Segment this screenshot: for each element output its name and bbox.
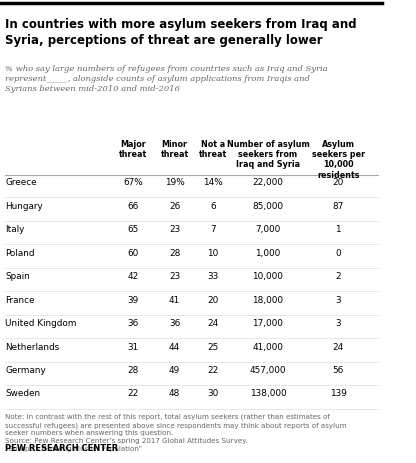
Text: Netherlands: Netherlands <box>5 342 59 351</box>
Text: 31: 31 <box>127 342 139 351</box>
Text: 60: 60 <box>127 248 139 257</box>
Text: 42: 42 <box>127 271 139 281</box>
Text: 87: 87 <box>333 201 344 210</box>
Text: 48: 48 <box>169 388 180 398</box>
Text: 19%: 19% <box>165 178 185 187</box>
Text: 7: 7 <box>210 225 215 234</box>
Text: 17,000: 17,000 <box>253 319 283 327</box>
Text: 30: 30 <box>207 388 218 398</box>
Text: 6: 6 <box>210 201 215 210</box>
Text: Major
threat: Major threat <box>119 139 147 158</box>
Text: In countries with more asylum seekers from Iraq and
Syria, perceptions of threat: In countries with more asylum seekers fr… <box>5 18 357 46</box>
Text: 28: 28 <box>127 365 139 374</box>
Text: Note: In contrast with the rest of this report, total asylum seekers (rather tha: Note: In contrast with the rest of this … <box>5 413 347 451</box>
Text: Hungary: Hungary <box>5 201 43 210</box>
Text: 26: 26 <box>169 201 180 210</box>
Text: Germany: Germany <box>5 365 46 374</box>
Text: 22,000: 22,000 <box>253 178 283 187</box>
Text: 0: 0 <box>336 248 341 257</box>
Text: 23: 23 <box>169 271 180 281</box>
Text: 138,000: 138,000 <box>250 388 286 398</box>
Text: 56: 56 <box>333 365 344 374</box>
Text: 36: 36 <box>169 319 180 327</box>
Text: Sweden: Sweden <box>5 388 40 398</box>
Text: 33: 33 <box>207 271 218 281</box>
Text: Not a
threat: Not a threat <box>198 139 227 158</box>
Text: Spain: Spain <box>5 271 30 281</box>
Text: % who say large numbers of refugees from countries such as Iraq and Syria
repres: % who say large numbers of refugees from… <box>5 65 328 93</box>
Text: 1: 1 <box>336 225 341 234</box>
Text: 67%: 67% <box>123 178 143 187</box>
Text: 41: 41 <box>169 295 180 304</box>
Text: Number of asylum
seekers from
Iraq and Syria: Number of asylum seekers from Iraq and S… <box>227 139 310 169</box>
Text: 3: 3 <box>336 319 341 327</box>
Text: 24: 24 <box>207 319 218 327</box>
Text: France: France <box>5 295 35 304</box>
Text: 41,000: 41,000 <box>253 342 283 351</box>
Text: 1,000: 1,000 <box>255 248 280 257</box>
Text: Italy: Italy <box>5 225 25 234</box>
Text: 85,000: 85,000 <box>253 201 283 210</box>
Text: 139: 139 <box>330 388 347 398</box>
Text: 65: 65 <box>127 225 139 234</box>
Text: 22: 22 <box>207 365 218 374</box>
Text: Poland: Poland <box>5 248 35 257</box>
Text: 10: 10 <box>207 248 218 257</box>
Text: 24: 24 <box>333 342 344 351</box>
Text: 14%: 14% <box>203 178 223 187</box>
Text: Minor
threat: Minor threat <box>161 139 189 158</box>
Text: 7,000: 7,000 <box>255 225 280 234</box>
Text: PEW RESEARCH CENTER: PEW RESEARCH CENTER <box>5 444 119 452</box>
Text: 457,000: 457,000 <box>250 365 286 374</box>
Text: 39: 39 <box>127 295 139 304</box>
Text: 22: 22 <box>127 388 139 398</box>
Text: 36: 36 <box>127 319 139 327</box>
Text: 23: 23 <box>169 225 180 234</box>
Text: Greece: Greece <box>5 178 37 187</box>
Text: 20: 20 <box>333 178 344 187</box>
Text: 49: 49 <box>169 365 180 374</box>
Text: 25: 25 <box>207 342 218 351</box>
Text: 20: 20 <box>207 295 218 304</box>
Text: United Kingdom: United Kingdom <box>5 319 77 327</box>
Text: Asylum
seekers per
10,000
residents: Asylum seekers per 10,000 residents <box>312 139 365 179</box>
Text: 28: 28 <box>169 248 180 257</box>
Text: 44: 44 <box>169 342 180 351</box>
Text: 3: 3 <box>336 295 341 304</box>
Text: 18,000: 18,000 <box>253 295 283 304</box>
Text: 2: 2 <box>336 271 341 281</box>
Text: 66: 66 <box>127 201 139 210</box>
Text: 10,000: 10,000 <box>253 271 283 281</box>
